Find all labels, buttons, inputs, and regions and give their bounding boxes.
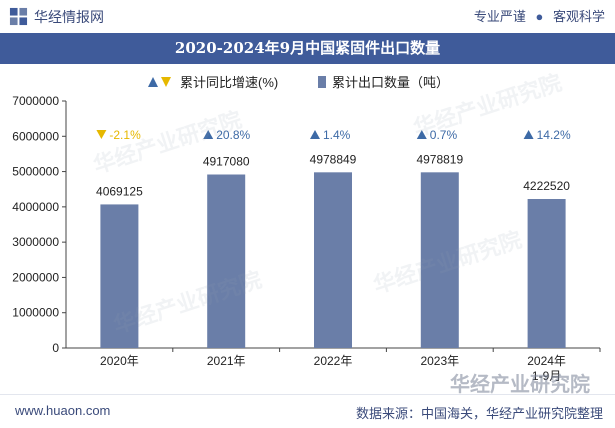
top-bar: 华经情报网 专业严谨 ● 客观科学 [0, 0, 615, 33]
growth-label: -2.1% [109, 128, 141, 142]
tagline-2: 客观科学 [552, 9, 605, 24]
bar-value-label: 4978819 [416, 152, 463, 166]
bar-value-label: 4917080 [203, 154, 250, 168]
growth-up-icon [523, 130, 534, 139]
legend-item-growth: 累计同比增速(%) [148, 72, 278, 91]
growth-down-icon [96, 130, 107, 139]
y-tick-label: 7000000 [12, 94, 59, 108]
y-tick-label: 3000000 [12, 235, 59, 249]
bullet-icon: ● [535, 9, 544, 24]
x-category-label: 2023年 [420, 354, 459, 368]
x-category-label: 2022年 [314, 354, 353, 368]
title-bar: 2020-2024年9月中国紧固件出口数量 [0, 33, 615, 64]
x-category-label: 2021年 [207, 354, 246, 368]
chart-title: 2020-2024年9月中国紧固件出口数量 [174, 39, 441, 57]
legend-label-growth: 累计同比增速(%) [180, 75, 279, 90]
bar-value-label: 4222520 [523, 179, 570, 193]
legend-label-volume: 累计出口数量（吨） [332, 75, 450, 90]
bar [314, 172, 352, 348]
site-logo-icon [9, 7, 28, 26]
bar [527, 199, 566, 348]
growth-up-icon [310, 130, 320, 139]
y-tick-label: 2000000 [12, 270, 59, 284]
growth-label: 1.4% [323, 128, 351, 142]
bar [420, 172, 459, 348]
y-tick-label: 6000000 [12, 129, 59, 143]
tagline-1: 专业严谨 [473, 9, 526, 24]
tagline: 专业严谨 ● 客观科学 [474, 8, 605, 26]
footer-url[interactable]: www.huaon.com [15, 403, 111, 418]
footer-source: 数据来源：中国海关，华经产业研究院整理 [355, 406, 603, 421]
x-category-label: 2020年 [100, 354, 139, 368]
triangle-up-down-icon [148, 76, 172, 88]
bar-value-label: 4978849 [310, 152, 357, 166]
bar-chart: 0 1000000 2000000 3000000 4000000 5000000 6000… [12, 94, 601, 383]
y-tick-label: 5000000 [12, 165, 59, 179]
legend: 累计同比增速(%) 累计出口数量（吨） [0, 70, 615, 92]
growth-label: 0.7% [430, 128, 458, 142]
site-name: 华经情报网 [34, 9, 104, 25]
growth-label: 14.2% [537, 128, 571, 142]
bar [100, 204, 139, 348]
legend-item-volume: 累计出口数量（吨） [318, 72, 449, 91]
footer: www.huaon.com 数据来源：中国海关，华经产业研究院整理 [0, 394, 615, 428]
y-tick-label: 0 [52, 341, 59, 355]
y-tick-label: 4000000 [12, 200, 59, 214]
bar-value-label: 4069125 [96, 184, 143, 198]
growth-label: 20.8% [216, 128, 250, 142]
x-category-label: 2024年 1-9月 [527, 354, 566, 383]
brand-stamp: 华经产业研究院 [450, 374, 590, 396]
growth-up-icon [416, 130, 427, 139]
bar [207, 174, 246, 348]
y-tick-label: 1000000 [12, 306, 59, 320]
legend-swatch-volume [318, 75, 326, 88]
growth-up-icon [203, 130, 214, 139]
